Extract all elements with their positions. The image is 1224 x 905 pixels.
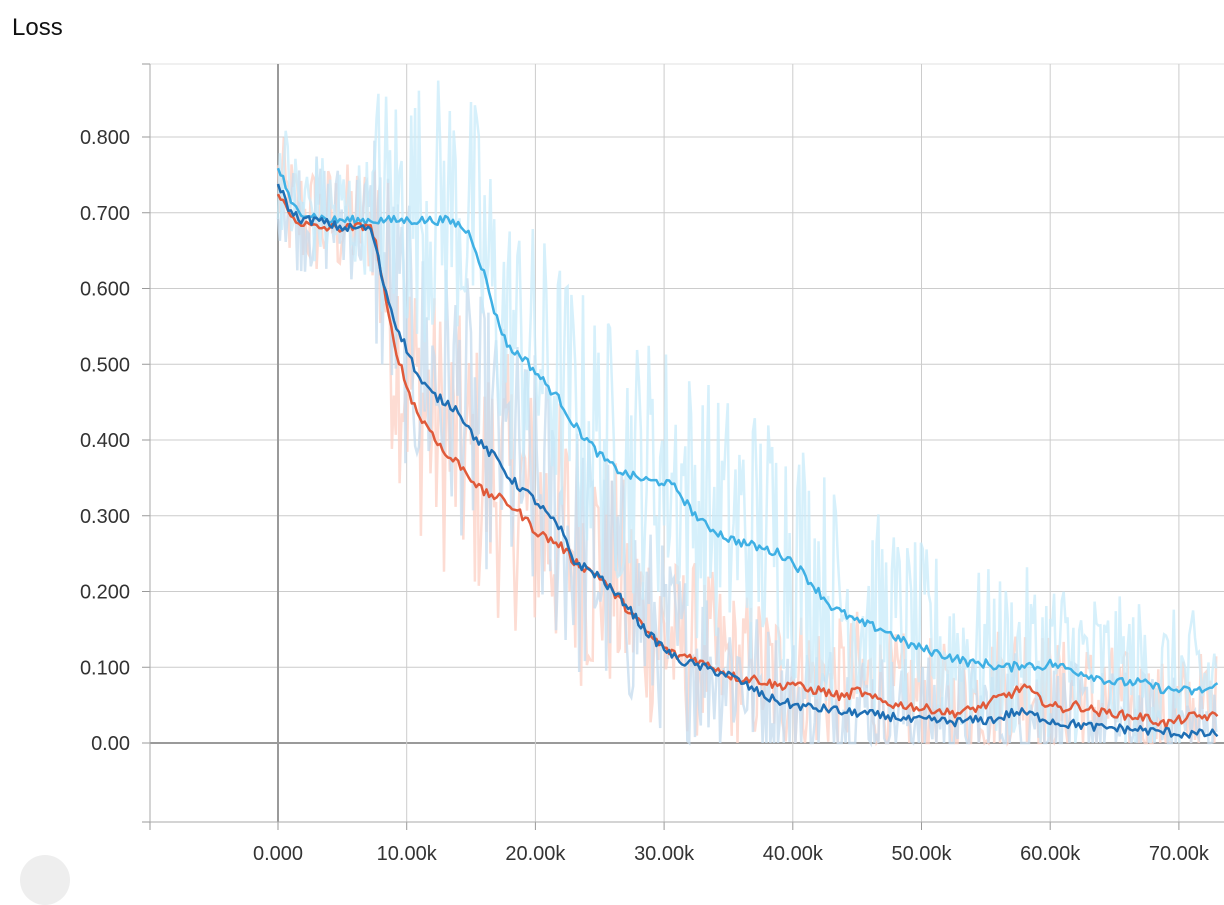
x-tick-label: 0.000 bbox=[253, 843, 303, 865]
tick-labels: 0.00 0.100 0.200 0.300 0.400 0.500 0.600 0.700 0… bbox=[80, 127, 1210, 865]
y-tick-label: 0.200 bbox=[80, 582, 130, 604]
chart-title: Loss bbox=[12, 14, 63, 41]
series-layer bbox=[276, 167, 1219, 739]
series-line bbox=[276, 167, 1219, 696]
axes bbox=[142, 63, 1224, 830]
x-tick-label: 30.00k bbox=[634, 843, 695, 865]
raw-series-layer bbox=[276, 80, 1218, 748]
y-tick-label: 0.300 bbox=[80, 506, 130, 528]
y-tick-label: 0.800 bbox=[80, 127, 130, 149]
scroll-indicator bbox=[20, 855, 70, 905]
raw-series-line bbox=[276, 140, 1218, 748]
series-line bbox=[276, 183, 1219, 739]
x-tick-label: 70.00k bbox=[1149, 843, 1210, 865]
series-line bbox=[276, 193, 1219, 729]
x-tick-label: 50.00k bbox=[891, 843, 952, 865]
y-tick-label: 0.100 bbox=[80, 657, 130, 679]
loss-chart: 0.00 0.100 0.200 0.300 0.400 0.500 0.600 0.700 0… bbox=[80, 63, 1224, 865]
raw-series-line bbox=[276, 80, 1218, 744]
x-tick-label: 40.00k bbox=[763, 843, 824, 865]
y-tick-label: 0.400 bbox=[80, 430, 130, 452]
x-tick-label: 10.00k bbox=[377, 843, 438, 865]
y-tick-label: 0.500 bbox=[80, 354, 130, 376]
y-tick-label: 0.600 bbox=[80, 279, 130, 301]
x-tick-label: 20.00k bbox=[505, 843, 566, 865]
y-tick-label: 0.700 bbox=[80, 203, 130, 225]
y-tick-label: 0.00 bbox=[91, 733, 130, 755]
x-tick-label: 60.00k bbox=[1020, 843, 1081, 865]
